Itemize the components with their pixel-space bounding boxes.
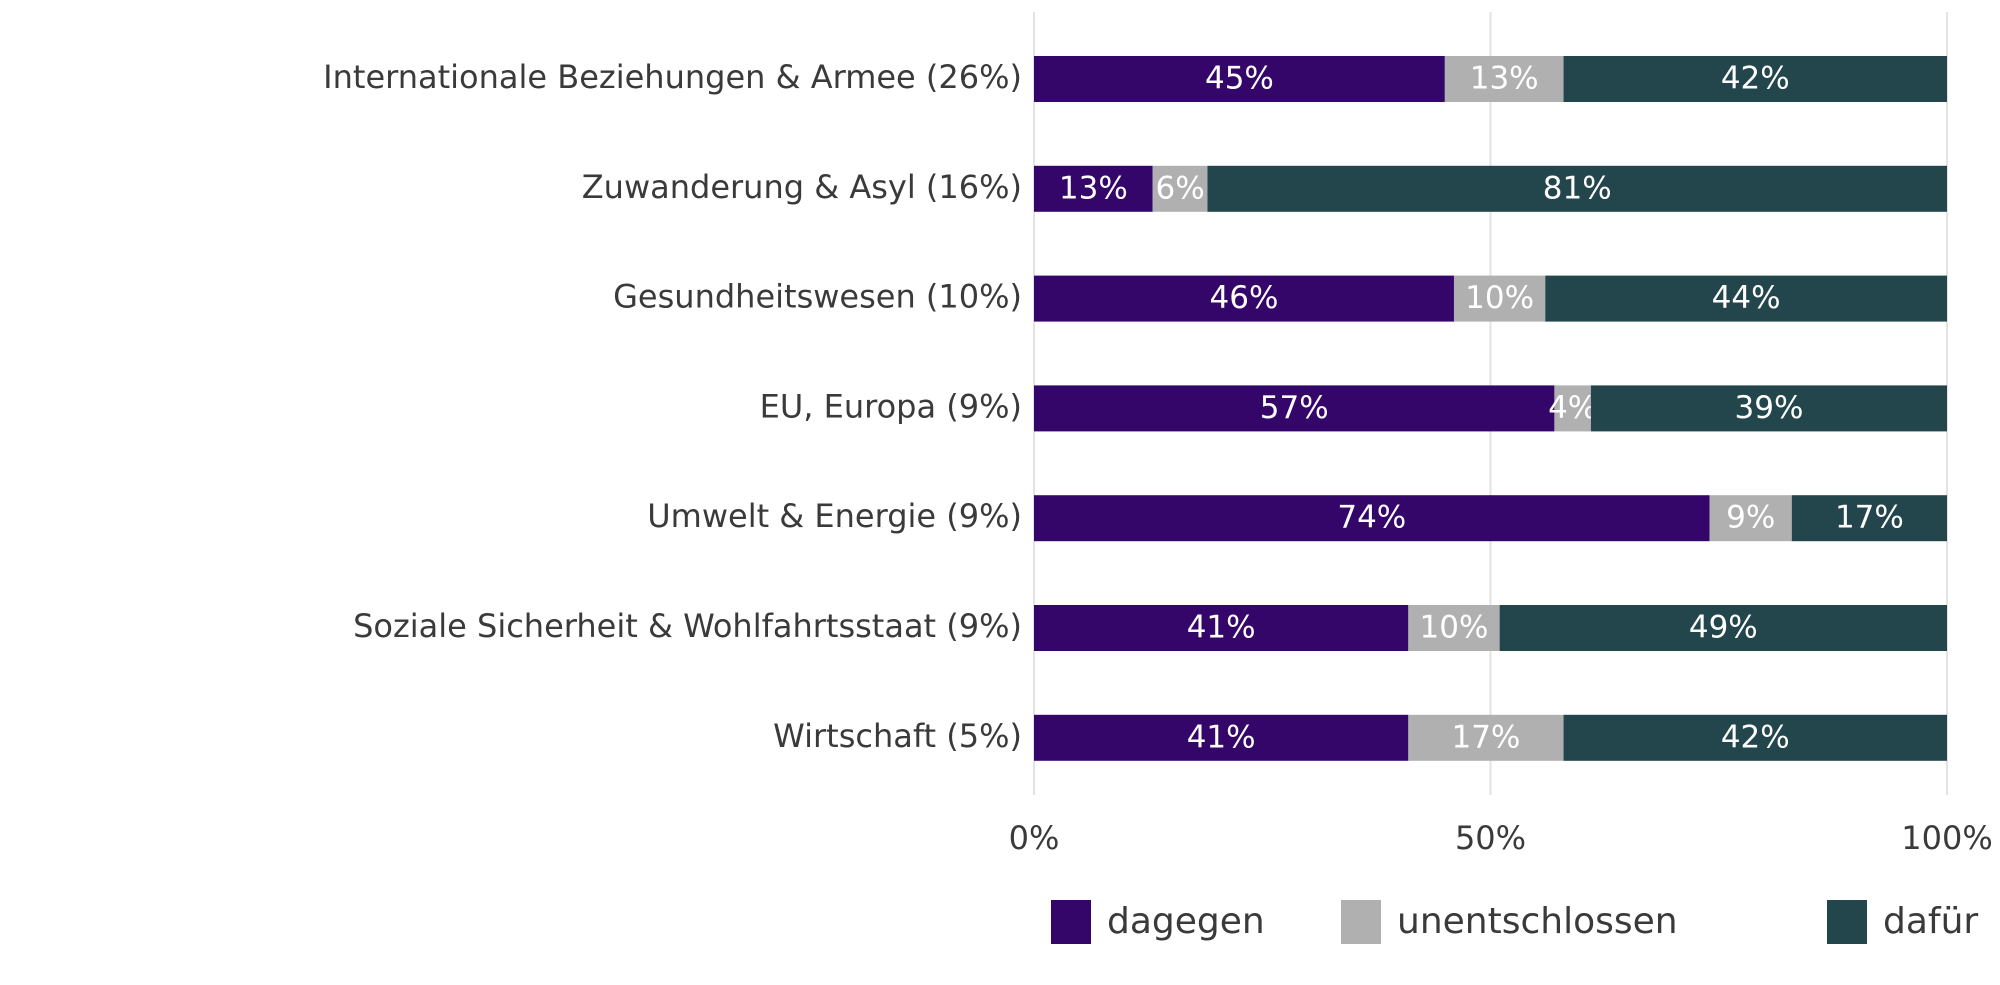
- legend: dagegen unentschlossen dafür: [1051, 900, 1978, 944]
- data-label: 45%: [1205, 61, 1274, 97]
- bar-segment-dagegen: [1034, 56, 1445, 102]
- bar-segment-dafür: [1207, 165, 1947, 212]
- bar-segment-dafür: [1563, 56, 1947, 102]
- data-label: 13%: [1059, 170, 1128, 206]
- bars: 45% 13% 42% 13% 6% 81% 46% 10% 44% 57% 4% 39% 74% 9% 1…: [1034, 56, 1947, 761]
- legend-label: dagegen: [1107, 901, 1265, 942]
- data-label: 49%: [1689, 610, 1758, 646]
- data-label: 57%: [1260, 390, 1329, 426]
- legend-swatch-dagegen: [1051, 900, 1091, 944]
- data-label: 74%: [1337, 500, 1406, 536]
- x-tick-label: 100%: [1901, 819, 1992, 857]
- bar-segment-dagegen: [1034, 275, 1454, 322]
- data-label: 10%: [1420, 610, 1489, 646]
- data-label: 13%: [1470, 61, 1539, 97]
- bar-segment-dagegen: [1034, 605, 1409, 651]
- category-label: EU, Europa (9%): [760, 387, 1022, 425]
- category-label: Internationale Beziehungen & Armee (26%): [323, 58, 1022, 96]
- data-label: 17%: [1451, 719, 1520, 755]
- data-label: 41%: [1187, 719, 1256, 755]
- category-label: Wirtschaft (5%): [773, 717, 1022, 755]
- bar-segment-dafür: [1563, 714, 1947, 761]
- data-label: 39%: [1735, 390, 1804, 426]
- category-label: Zuwanderung & Asyl (16%): [582, 168, 1022, 206]
- data-label: 6%: [1155, 170, 1204, 206]
- category-label: Gesundheitswesen (10%): [613, 278, 1022, 316]
- category-labels: Internationale Beziehungen & Armee (26%)…: [323, 58, 1022, 755]
- x-axis-ticks: 0% 50% 100%: [1009, 819, 1993, 857]
- bar-segment-unentschlossen: [1444, 56, 1564, 102]
- bar-segment-dafür: [1590, 385, 1947, 432]
- data-label: 41%: [1187, 610, 1256, 646]
- bar-segment-dafür: [1791, 495, 1947, 542]
- bar-segment-unentschlossen: [1408, 714, 1564, 761]
- x-tick-label: 50%: [1455, 819, 1526, 857]
- x-tick-label: 0%: [1009, 819, 1060, 857]
- data-label: 44%: [1712, 280, 1781, 316]
- bar-segment-dagegen: [1034, 714, 1409, 761]
- category-label: Soziale Sicherheit & Wohlfahrtsstaat (9%…: [353, 607, 1022, 645]
- legend-swatch-dafür: [1827, 900, 1867, 944]
- data-label: 9%: [1726, 500, 1775, 536]
- bar-segment-unentschlossen: [1709, 495, 1792, 542]
- bar-segment-dagegen: [1034, 495, 1710, 542]
- bar-segment-unentschlossen: [1408, 605, 1500, 651]
- data-label: 17%: [1835, 500, 1904, 536]
- bar-segment-dagegen: [1034, 165, 1153, 212]
- data-label: 4%: [1548, 390, 1597, 426]
- bar-segment-unentschlossen: [1453, 275, 1546, 322]
- data-label: 42%: [1721, 61, 1790, 97]
- bar-segment-dafür: [1545, 275, 1947, 322]
- legend-label: dafür: [1883, 901, 1978, 942]
- bar-segment-unentschlossen: [1152, 165, 1208, 212]
- legend-label: unentschlossen: [1397, 901, 1678, 942]
- bar-segment-unentschlossen: [1554, 385, 1591, 432]
- legend-swatch-unentschlossen: [1341, 900, 1381, 944]
- data-label: 10%: [1465, 280, 1534, 316]
- category-label: Umwelt & Energie (9%): [647, 497, 1022, 535]
- bar-segment-dafür: [1499, 605, 1947, 651]
- bar-segment-dagegen: [1034, 385, 1555, 432]
- data-label: 42%: [1721, 719, 1790, 755]
- data-label: 46%: [1210, 280, 1279, 316]
- data-label: 81%: [1543, 170, 1612, 206]
